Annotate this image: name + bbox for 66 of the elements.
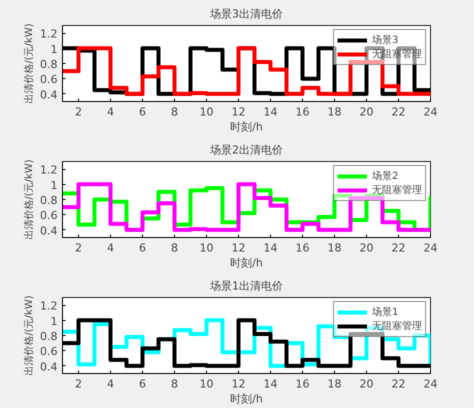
x-tick-label: 10 [200,378,214,390]
legend-label: 场景1 [372,306,398,319]
x-tick-label: 8 [171,106,178,118]
x-tick-label: 8 [171,378,178,390]
x-tick-label: 20 [360,106,374,118]
x-tick-label: 16 [296,378,310,390]
x-tick-label: 4 [107,242,114,254]
x-tick-label: 2 [75,242,82,254]
legend-label: 无阻塞管理 [372,184,422,197]
x-tick-label: 6 [139,106,146,118]
y-tick-label: 0.6 [40,73,58,86]
legend-label: 无阻塞管理 [372,320,422,333]
x-tick-label: 16 [296,242,310,254]
x-tick-label: 14 [264,242,278,254]
x-axis-title: 时刻/h [230,120,263,134]
legend-label: 无阻塞管理 [372,48,422,61]
x-tick-label: 16 [296,106,310,118]
legend-label: 场景3 [372,34,398,47]
x-tick-label: 2 [75,106,82,118]
x-tick-label: 20 [360,378,374,390]
x-tick-label: 2 [75,378,82,390]
x-tick-label: 22 [392,106,406,118]
chart-title: 场景3出清电价 [209,8,283,20]
y-tick-label: 0.4 [40,88,58,102]
y-tick-label: 1.2 [40,300,58,313]
x-tick-label: 8 [171,242,178,254]
y-tick-label: 1 [50,42,58,56]
y-tick-label: 0.4 [40,360,58,374]
x-tick-label: 4 [107,378,114,390]
x-tick-label: 6 [139,378,146,390]
x-tick-label: 22 [392,242,406,254]
x-axis-title: 时刻/h [230,392,263,406]
y-tick-label: 0.6 [40,345,58,358]
chart-title: 场景1出清电价 [209,280,283,292]
y-axis-title: 出清价格/(元/kW) [23,159,36,240]
y-tick-label: 1 [50,314,58,328]
x-tick-label: 6 [139,242,146,254]
x-tick-label: 4 [107,106,114,118]
y-tick-label: 1 [50,178,58,192]
x-tick-label: 18 [328,106,342,118]
x-axis-title: 时刻/h [230,256,263,270]
x-tick-label: 14 [264,106,278,118]
x-tick-label: 12 [232,242,246,254]
x-tick-label: 24 [424,378,438,390]
y-tick-label: 0.8 [40,194,58,207]
y-tick-label: 0.8 [40,330,58,343]
y-tick-label: 0.4 [40,224,58,238]
x-tick-label: 12 [232,106,246,118]
chart-title: 场景2出清电价 [209,144,283,156]
x-tick-label: 22 [392,378,406,390]
y-tick-label: 1.2 [40,28,58,41]
x-tick-label: 24 [424,242,438,254]
x-tick-label: 20 [360,242,374,254]
y-axis-title: 出清价格/(元/kW) [23,23,36,104]
y-axis-title: 出清价格/(元/kW) [23,295,36,376]
y-tick-label: 0.6 [40,209,58,222]
y-tick-label: 0.8 [40,58,58,71]
y-tick-label: 1.2 [40,164,58,177]
x-tick-label: 24 [424,106,438,118]
x-tick-label: 10 [200,242,214,254]
x-tick-label: 18 [328,378,342,390]
x-tick-label: 18 [328,242,342,254]
x-tick-label: 14 [264,378,278,390]
x-tick-label: 12 [232,378,246,390]
legend-label: 场景2 [372,170,398,183]
x-tick-label: 10 [200,106,214,118]
